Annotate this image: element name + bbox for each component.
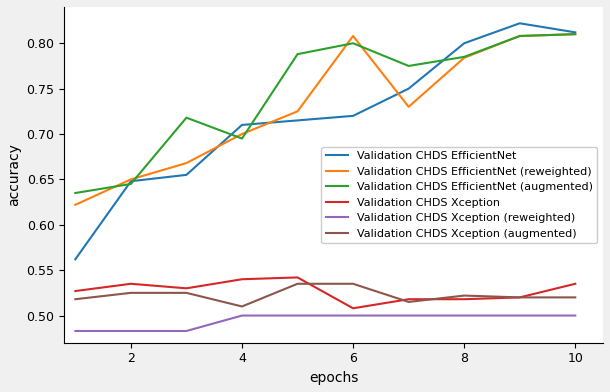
Validation CHDS EfficientNet (reweighted) bbox=[71, 202, 79, 207]
Validation CHDS Xception (augmented) bbox=[183, 290, 190, 295]
Validation CHDS Xception (augmented) bbox=[239, 304, 246, 309]
Validation CHDS EfficientNet (reweighted) bbox=[572, 32, 579, 36]
Validation CHDS EfficientNet (augmented) bbox=[461, 54, 468, 59]
Validation CHDS Xception (augmented) bbox=[350, 281, 357, 286]
Validation CHDS EfficientNet (augmented) bbox=[239, 136, 246, 141]
Validation CHDS Xception bbox=[350, 306, 357, 310]
Validation CHDS EfficientNet bbox=[127, 179, 135, 183]
Legend: Validation CHDS EfficientNet, Validation CHDS EfficientNet (reweighted), Validat: Validation CHDS EfficientNet, Validation… bbox=[321, 147, 598, 243]
Validation CHDS EfficientNet bbox=[461, 41, 468, 45]
Validation CHDS EfficientNet bbox=[71, 257, 79, 261]
Validation CHDS EfficientNet bbox=[239, 123, 246, 127]
X-axis label: epochs: epochs bbox=[309, 371, 358, 385]
Validation CHDS EfficientNet (augmented) bbox=[127, 181, 135, 186]
Validation CHDS Xception bbox=[461, 297, 468, 301]
Validation CHDS EfficientNet bbox=[572, 30, 579, 35]
Validation CHDS EfficientNet bbox=[405, 86, 412, 91]
Validation CHDS Xception (augmented) bbox=[127, 290, 135, 295]
Validation CHDS EfficientNet (reweighted) bbox=[405, 104, 412, 109]
Validation CHDS Xception bbox=[516, 295, 523, 300]
Validation CHDS Xception bbox=[572, 281, 579, 286]
Validation CHDS Xception (reweighted) bbox=[239, 313, 246, 318]
Validation CHDS EfficientNet (reweighted) bbox=[516, 34, 523, 38]
Validation CHDS Xception bbox=[294, 275, 301, 280]
Validation CHDS EfficientNet bbox=[350, 114, 357, 118]
Validation CHDS EfficientNet (augmented) bbox=[516, 34, 523, 38]
Line: Validation CHDS EfficientNet (reweighted): Validation CHDS EfficientNet (reweighted… bbox=[75, 34, 575, 205]
Validation CHDS Xception bbox=[405, 297, 412, 301]
Validation CHDS EfficientNet (augmented) bbox=[405, 64, 412, 68]
Y-axis label: accuracy: accuracy bbox=[7, 143, 21, 206]
Validation CHDS EfficientNet (reweighted) bbox=[461, 55, 468, 60]
Validation CHDS Xception (augmented) bbox=[405, 299, 412, 304]
Validation CHDS EfficientNet (augmented) bbox=[572, 32, 579, 36]
Validation CHDS EfficientNet (reweighted) bbox=[294, 109, 301, 114]
Validation CHDS EfficientNet (augmented) bbox=[183, 115, 190, 120]
Validation CHDS Xception (reweighted) bbox=[183, 328, 190, 333]
Line: Validation CHDS EfficientNet (augmented): Validation CHDS EfficientNet (augmented) bbox=[75, 34, 575, 193]
Validation CHDS EfficientNet (reweighted) bbox=[350, 34, 357, 38]
Validation CHDS Xception (augmented) bbox=[516, 295, 523, 300]
Validation CHDS Xception (reweighted) bbox=[71, 328, 79, 333]
Validation CHDS EfficientNet bbox=[183, 172, 190, 177]
Validation CHDS Xception (reweighted) bbox=[294, 313, 301, 318]
Line: Validation CHDS EfficientNet: Validation CHDS EfficientNet bbox=[75, 23, 575, 259]
Validation CHDS Xception bbox=[239, 277, 246, 281]
Validation CHDS Xception bbox=[183, 286, 190, 291]
Validation CHDS Xception bbox=[127, 281, 135, 286]
Line: Validation CHDS Xception (reweighted): Validation CHDS Xception (reweighted) bbox=[75, 316, 575, 331]
Validation CHDS Xception (augmented) bbox=[294, 281, 301, 286]
Validation CHDS EfficientNet (augmented) bbox=[71, 191, 79, 195]
Validation CHDS Xception (reweighted) bbox=[516, 313, 523, 318]
Validation CHDS Xception bbox=[71, 289, 79, 293]
Validation CHDS EfficientNet bbox=[516, 21, 523, 25]
Validation CHDS Xception (reweighted) bbox=[572, 313, 579, 318]
Validation CHDS Xception (reweighted) bbox=[350, 313, 357, 318]
Validation CHDS EfficientNet (augmented) bbox=[350, 41, 357, 45]
Validation CHDS EfficientNet (reweighted) bbox=[127, 177, 135, 182]
Validation CHDS Xception (augmented) bbox=[461, 293, 468, 298]
Line: Validation CHDS Xception (augmented): Validation CHDS Xception (augmented) bbox=[75, 284, 575, 307]
Validation CHDS Xception (augmented) bbox=[572, 295, 579, 300]
Validation CHDS Xception (reweighted) bbox=[127, 328, 135, 333]
Validation CHDS Xception (augmented) bbox=[71, 297, 79, 301]
Validation CHDS Xception (reweighted) bbox=[461, 313, 468, 318]
Validation CHDS EfficientNet (reweighted) bbox=[183, 161, 190, 165]
Validation CHDS EfficientNet (reweighted) bbox=[239, 132, 246, 136]
Validation CHDS Xception (reweighted) bbox=[405, 313, 412, 318]
Validation CHDS EfficientNet (augmented) bbox=[294, 52, 301, 56]
Line: Validation CHDS Xception: Validation CHDS Xception bbox=[75, 278, 575, 308]
Validation CHDS EfficientNet bbox=[294, 118, 301, 123]
